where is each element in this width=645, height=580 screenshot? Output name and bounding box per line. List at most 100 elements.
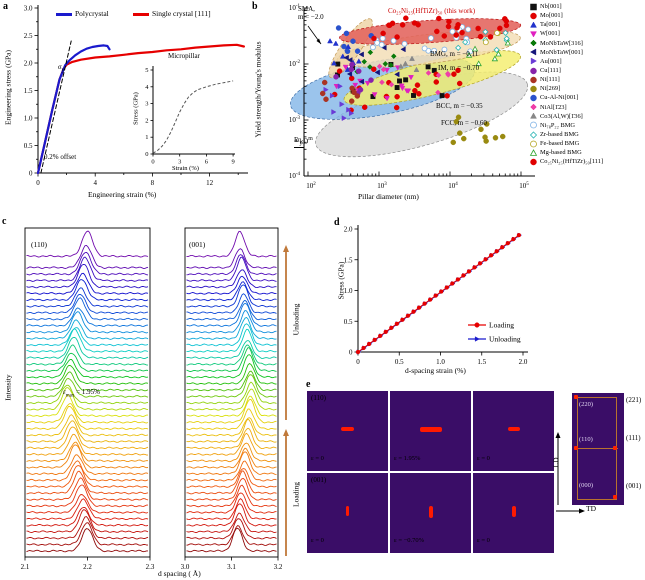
legend-label: Mg-based BMG bbox=[540, 149, 582, 157]
legend-label: Nb[001] bbox=[540, 3, 562, 11]
svg-text:3.2: 3.2 bbox=[274, 563, 283, 571]
svg-text:3.0: 3.0 bbox=[24, 5, 33, 13]
cell-strain-label: ε = 0 bbox=[311, 455, 324, 462]
td-axis-label: TD bbox=[586, 504, 596, 513]
subplot-001-tag: (001) bbox=[189, 240, 206, 249]
svg-text:2.0: 2.0 bbox=[24, 60, 33, 68]
svg-text:1.5: 1.5 bbox=[24, 87, 33, 95]
panel-c-chart: 2.1 2.2 2.3 3.0 3.1 3.2 bbox=[21, 227, 289, 571]
panel-a-ylabel: Engineering stress (GPa) bbox=[3, 50, 13, 125]
series-MoNbTaW[001] bbox=[343, 44, 406, 85]
panel-c-label: c bbox=[2, 216, 7, 227]
svg-text:2.0: 2.0 bbox=[344, 226, 353, 234]
reflection-dot bbox=[613, 446, 617, 450]
diffraction-spot bbox=[511, 506, 516, 517]
legend-label: Mo[001] bbox=[540, 12, 563, 20]
svg-text:1.5: 1.5 bbox=[344, 256, 353, 264]
series-MoNbTaW[316] bbox=[354, 49, 397, 75]
legend-item: Cu-Al-Ni[001] bbox=[529, 93, 645, 102]
region-label-bmg: BMG, m = −0.11 bbox=[430, 50, 479, 58]
series-Zr-based BMG bbox=[455, 28, 510, 53]
diffraction-spot bbox=[428, 506, 433, 518]
schematic-inner-label: (220) bbox=[579, 401, 594, 408]
panel-a-label: a bbox=[3, 1, 8, 12]
legend-label: Ta[001] bbox=[540, 21, 561, 29]
legend-label: Fe-based BMG bbox=[540, 140, 580, 148]
legend-item: W[001] bbox=[529, 29, 645, 38]
sigma-y-annotation: σy bbox=[58, 63, 65, 74]
svg-text:2.5: 2.5 bbox=[24, 32, 33, 40]
diffraction-cell-(001)-1: ε = −0.70% bbox=[390, 473, 471, 553]
curve-0.2% offset line bbox=[40, 40, 72, 174]
legend-label: W[001] bbox=[540, 30, 560, 38]
series-Au[001] bbox=[323, 83, 355, 122]
svg-text:12: 12 bbox=[206, 179, 214, 187]
legend-item: Mg-based BMG bbox=[529, 148, 645, 157]
panel-d-xlabel: d-spacing strain (%) bbox=[405, 366, 466, 375]
svg-text:10-4: 10-4 bbox=[289, 172, 301, 180]
subplot-110-tag: (110) bbox=[31, 240, 47, 249]
legend-swatch bbox=[56, 13, 72, 16]
legend-label: MoNbTaW[001] bbox=[540, 48, 583, 56]
diffraction-cell-(110)-0: (110) ε = 0 bbox=[307, 391, 388, 471]
panel-b-chart: 10-1 10-2 10-3 10-4 102 103 104 105 bbox=[289, 4, 535, 190]
svg-text:0: 0 bbox=[36, 179, 40, 187]
region-IM bbox=[343, 50, 521, 106]
legend-item: Ni[111] bbox=[529, 75, 645, 84]
legend-label: NiAl[1̄23] bbox=[540, 103, 567, 111]
svg-text:105: 105 bbox=[519, 182, 529, 190]
reflection-dot bbox=[574, 446, 578, 450]
series-Mg-based BMG bbox=[465, 39, 512, 67]
unit-cell-divider bbox=[577, 448, 618, 450]
legend-label: Au[001] bbox=[540, 57, 562, 65]
schematic-outer-label: (001) bbox=[626, 482, 642, 490]
schematic-outer-label: (111) bbox=[626, 434, 641, 442]
series-Co₂₅Ni₂₅(HfTiZr)₅₀[111] bbox=[371, 15, 510, 42]
svg-text:3.0: 3.0 bbox=[181, 563, 190, 571]
svg-text:1.0: 1.0 bbox=[436, 358, 445, 366]
series-W[001] bbox=[333, 64, 414, 102]
legend-item: Ni₇₈P₂₂ BMG bbox=[529, 121, 645, 130]
svg-text:8: 8 bbox=[151, 179, 155, 187]
panel-e-label: e bbox=[306, 379, 311, 390]
legend-label: Co3(Al,W)[1̄36] bbox=[540, 112, 583, 120]
schematic-inner-label: (110) bbox=[579, 436, 593, 443]
cell-strain-label: ε = 1.95% bbox=[394, 455, 421, 462]
panel-b-legend: Nb[001] Mo[001] Ta[001] W[001] MoNbTaW[316] M… bbox=[529, 2, 645, 167]
legend-label: Polycrystal bbox=[75, 9, 109, 18]
this-work-label: Co₂₅Ni₂₅(HfTiZr)₅₀ (this work) bbox=[388, 7, 476, 15]
diffraction-cell-(001)-0: (001) ε = 0 bbox=[307, 473, 388, 553]
cell-strain-label: ε = 0 bbox=[311, 537, 324, 544]
svg-text:0.5: 0.5 bbox=[395, 358, 404, 366]
series-Ni[111] bbox=[319, 79, 361, 104]
legend-item: Zr-based BMG bbox=[529, 130, 645, 139]
legend-item: Nb[001] bbox=[529, 2, 645, 11]
region-FCC bbox=[315, 71, 529, 158]
panel-b-xlabel: Pillar diameter (nm) bbox=[358, 192, 419, 201]
svg-text:5: 5 bbox=[145, 67, 148, 74]
diffraction-spot bbox=[341, 427, 354, 431]
legend-item: Co3(Al,W)[1̄36] bbox=[529, 112, 645, 121]
legend-label: Ni[111] bbox=[540, 76, 560, 84]
svg-text:4: 4 bbox=[145, 84, 149, 91]
svg-text:1: 1 bbox=[145, 134, 148, 141]
cell-strain-label: ε = 0 bbox=[477, 537, 490, 544]
cell-strain-label: ε = −0.70% bbox=[394, 537, 425, 544]
diffraction-spot bbox=[346, 506, 349, 516]
panel-d-chart: 0 0.5 1.0 1.5 2.0 0 0.5 1.0 1.5 2.0 Loading Unloadi… bbox=[344, 225, 528, 366]
svg-text:1.0: 1.0 bbox=[24, 115, 33, 123]
diffraction-cell-(110)-1: ε = 1.95% bbox=[390, 391, 471, 471]
svg-text:102: 102 bbox=[306, 182, 316, 190]
legend-label: MoNbTaW[316] bbox=[540, 39, 583, 47]
legend-item: Ni[269] bbox=[529, 84, 645, 93]
svg-text:0: 0 bbox=[145, 151, 148, 158]
panel-d-ylabel: Stress (GPa) bbox=[336, 261, 346, 300]
svg-text:1.5: 1.5 bbox=[477, 358, 486, 366]
legend-label: Cu[111] bbox=[540, 67, 561, 75]
inset-ylabel: Stress (GPa) bbox=[132, 92, 140, 125]
legend-item: Fe-based BMG bbox=[529, 139, 645, 148]
schematic-inner-label: (000) bbox=[579, 482, 594, 489]
legend-item: MoNbTaW[001] bbox=[529, 48, 645, 57]
